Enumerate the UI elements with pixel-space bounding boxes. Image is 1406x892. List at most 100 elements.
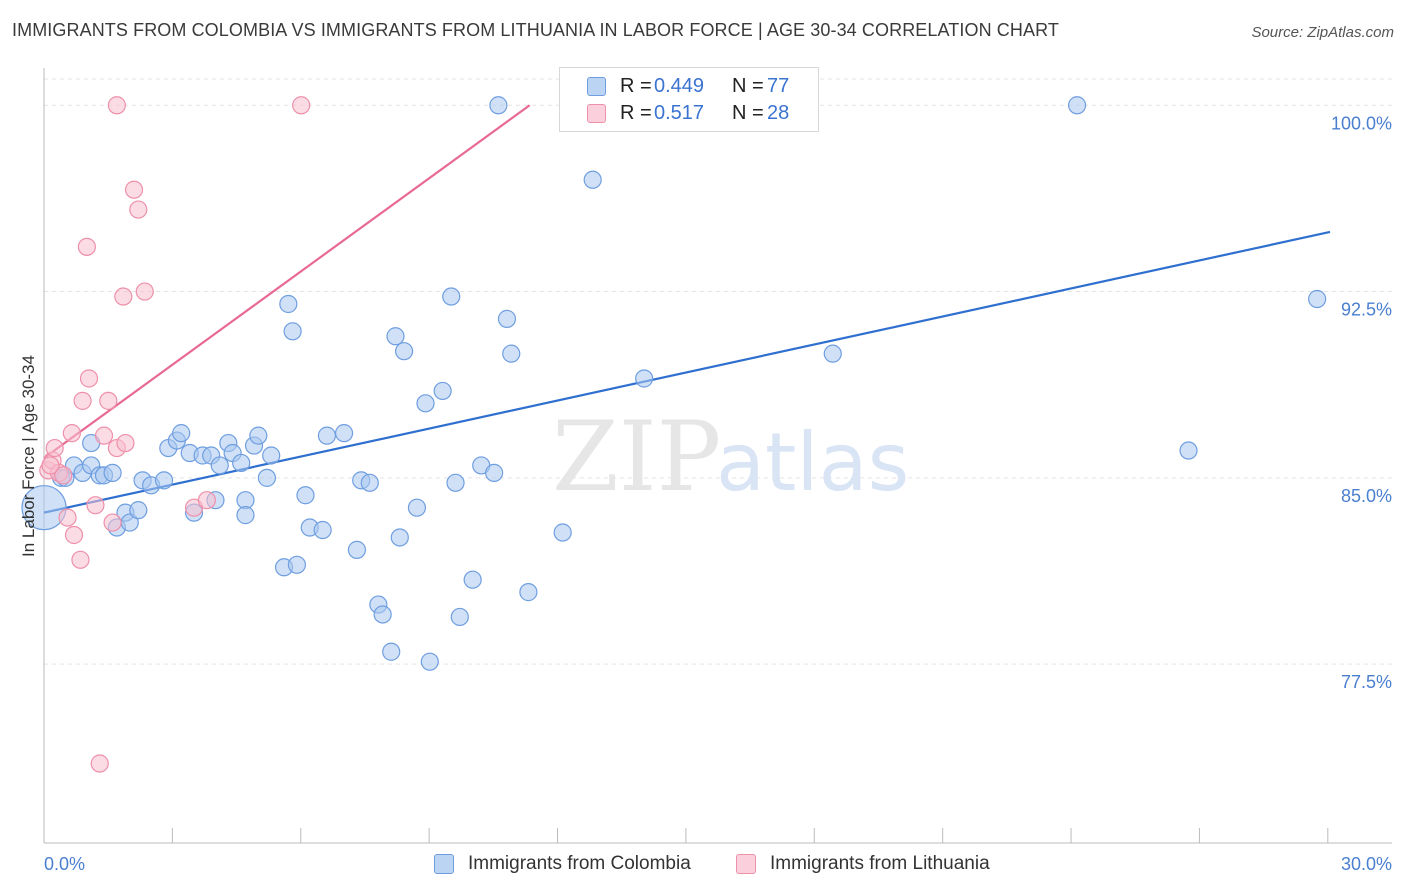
lithuania-point: [62, 424, 81, 443]
chart-title: IMMIGRANTS FROM COLOMBIA VS IMMIGRANTS F…: [12, 20, 1059, 40]
colombia-points: [21, 96, 1327, 671]
lithuania-legend-swatch: [736, 854, 756, 874]
lithuania-point: [94, 426, 114, 445]
colombia-legend-swatch: [434, 854, 454, 874]
colombia-point: [210, 456, 229, 475]
colombia-point: [262, 446, 281, 465]
colombia-point: [1067, 96, 1087, 115]
colombia-point: [519, 583, 538, 602]
colombia-point: [446, 473, 465, 492]
colombia-point: [257, 468, 277, 487]
n-value: 28: [767, 102, 790, 124]
lithuania-point: [103, 513, 122, 532]
colombia-point: [373, 605, 392, 624]
r-label: R =: [620, 102, 652, 124]
lithuania-point: [99, 391, 118, 410]
colombia-point: [497, 309, 517, 328]
colombia-point: [1308, 289, 1327, 309]
colombia-point: [463, 570, 482, 589]
legend-label: Immigrants from Colombia: [468, 853, 691, 874]
colombia-point: [635, 369, 654, 388]
y-tick-label: 100.0%: [1331, 113, 1392, 133]
lithuania-point: [71, 550, 90, 569]
colombia-point: [313, 520, 332, 540]
tick-labels: 100.0% 92.5% 85.0% 77.5% 0.0% 30.0%: [44, 113, 1392, 874]
stats-row-colombia: R = 0.449 N = 77: [560, 73, 818, 101]
colombia-point: [407, 498, 427, 517]
x-tick-label: 0.0%: [44, 854, 85, 874]
colombia-point: [129, 501, 148, 520]
colombia-point: [450, 607, 469, 627]
series-legend: Immigrants from Colombia Immigrants from…: [0, 850, 1406, 880]
lithuania-point: [114, 287, 133, 306]
colombia-swatch: [587, 77, 606, 96]
colombia-point: [390, 528, 409, 547]
lithuania-point: [77, 237, 96, 256]
lithuania-point: [54, 466, 73, 485]
n-label: N =: [732, 75, 764, 97]
colombia-point: [1179, 441, 1198, 460]
lithuania-point: [41, 456, 60, 475]
y-tick-label: 85.0%: [1341, 486, 1392, 506]
colombia-point: [296, 486, 315, 505]
colombia-point: [232, 453, 251, 473]
lithuania-point: [116, 433, 135, 453]
lithuania-point: [73, 391, 92, 410]
colombia-point: [347, 540, 367, 559]
lithuania-trend-line: [43, 104, 531, 459]
lithuania-swatch: [587, 104, 606, 123]
colombia-point: [172, 424, 191, 443]
lithuania-point: [64, 525, 84, 545]
colombia-point: [154, 471, 174, 490]
colombia-point: [502, 344, 521, 363]
colombia-point: [485, 463, 504, 482]
colombia-point: [236, 506, 255, 525]
colombia-point: [420, 652, 439, 671]
colombia-point: [433, 381, 452, 401]
lithuania-point: [107, 96, 126, 115]
colombia-point: [382, 642, 401, 661]
y-tick-label: 92.5%: [1341, 300, 1392, 320]
lithuania-point: [292, 96, 311, 115]
colombia-point: [489, 96, 508, 115]
lithuania-point: [90, 754, 109, 773]
colombia-point: [442, 287, 461, 306]
y-tick-label: 77.5%: [1341, 672, 1392, 692]
data-points: [21, 96, 1327, 773]
colombia-point: [283, 322, 302, 341]
colombia-point: [279, 294, 298, 314]
lithuania-point: [79, 369, 99, 388]
source-label: Source: ZipAtlas.com: [1251, 24, 1394, 41]
stats-legend: R = 0.449 N = 77 R = 0.517 N = 28: [559, 67, 819, 132]
r-value: 0.449: [654, 75, 705, 97]
colombia-point: [287, 555, 307, 574]
colombia-point: [394, 342, 414, 361]
colombia-point: [249, 426, 268, 445]
grid-lines: [44, 78, 1392, 665]
legend-label: Immigrants from Lithuania: [770, 853, 990, 874]
n-value: 77: [767, 75, 790, 97]
colombia-point: [103, 463, 122, 482]
stats-row-lithuania: R = 0.517 N = 28: [560, 100, 818, 128]
n-label: N =: [732, 102, 764, 124]
r-label: R =: [620, 75, 652, 97]
lithuania-point: [197, 491, 216, 510]
colombia-point: [334, 424, 354, 443]
r-value: 0.517: [654, 102, 705, 124]
colombia-point: [360, 473, 379, 492]
x-tick-label: 30.0%: [1341, 854, 1392, 874]
colombia-point: [553, 523, 572, 542]
colombia-trend-line: [43, 230, 1331, 514]
colombia-point: [317, 426, 337, 445]
watermark-zip: ZIP: [552, 401, 721, 513]
y-axis-label: In Labor Force | Age 30-34: [19, 355, 38, 557]
colombia-point: [416, 394, 435, 413]
colombia-point: [823, 344, 842, 363]
watermark-atlas: atlas: [716, 416, 909, 509]
lithuania-point: [45, 438, 64, 458]
lithuania-point: [86, 496, 105, 515]
lithuania-point: [135, 282, 154, 301]
colombia-point: [386, 327, 405, 346]
